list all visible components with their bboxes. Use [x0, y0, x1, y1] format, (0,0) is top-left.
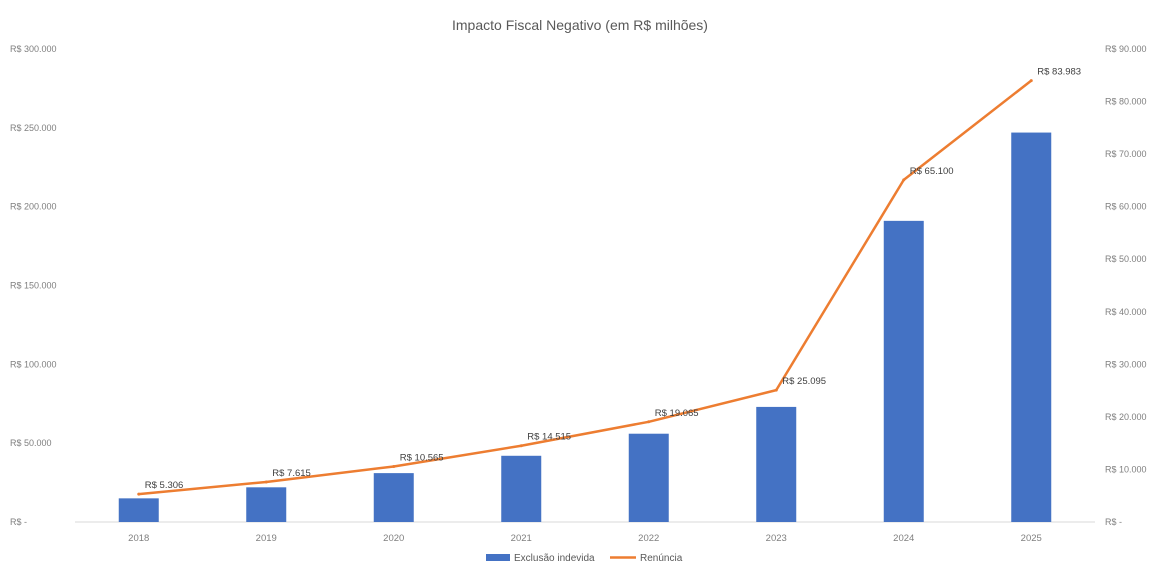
x-tick-label: 2019 — [256, 533, 277, 544]
left-axis-tick-label: R$ 150.000 — [10, 281, 57, 291]
right-axis-tick-label: R$ 60.000 — [1105, 202, 1147, 212]
legend-label: Renúncia — [640, 553, 683, 564]
right-axis-tick-label: R$ 20.000 — [1105, 412, 1147, 422]
x-tick-label: 2020 — [383, 533, 404, 544]
legend-label: Exclusão indevida — [514, 553, 595, 564]
line-point-2024 — [902, 178, 906, 182]
line-point-2022 — [647, 420, 651, 424]
right-axis-tick-label: R$ 80.000 — [1105, 97, 1147, 107]
line-point-2018 — [137, 492, 141, 496]
bar-2020 — [373, 473, 414, 522]
bar-2022 — [628, 433, 669, 522]
line-point-2025 — [1029, 79, 1033, 83]
line-point-2023 — [774, 388, 778, 392]
left-axis-tick-label: R$ 100.000 — [10, 359, 57, 369]
legend: Exclusão indevida Renúncia — [486, 553, 683, 564]
line-series: R$ 5.306 R$ 7.615 R$ 10.565 R$ 14.515 R$ 19.… — [137, 67, 1081, 496]
data-label: R$ 14.515 — [527, 432, 571, 443]
left-axis-tick-label: R$ 250.000 — [10, 123, 57, 133]
bar-2025 — [1011, 132, 1052, 522]
data-label: R$ 83.983 — [1037, 67, 1081, 78]
bar-2021 — [501, 455, 542, 522]
right-axis-tick-label: R$ 30.000 — [1105, 359, 1147, 369]
right-axis-tick-label: R$ 70.000 — [1105, 149, 1147, 159]
data-label: R$ 25.095 — [782, 376, 826, 387]
bar-2018 — [118, 498, 159, 522]
bar-2019 — [246, 487, 287, 522]
data-label: R$ 5.306 — [145, 480, 184, 491]
right-axis-tick-label: R$ 10.000 — [1105, 464, 1147, 474]
x-tick-label: 2024 — [893, 533, 914, 544]
right-axis-tick-label: R$ 40.000 — [1105, 307, 1147, 317]
data-label: R$ 65.100 — [910, 166, 954, 177]
data-label: R$ 19.065 — [655, 408, 699, 419]
data-label: R$ 7.615 — [272, 468, 311, 479]
line-renuncia — [138, 79, 1033, 496]
line-point-2019 — [264, 480, 268, 484]
left-axis-tick-label: R$ 300.000 — [10, 44, 57, 54]
right-axis-tick-label: R$ 90.000 — [1105, 44, 1147, 54]
right-axis-tick-label: R$ - — [1105, 517, 1122, 527]
x-tick-label: 2018 — [128, 533, 149, 544]
bar-2023 — [756, 406, 797, 522]
bar-series — [118, 132, 1052, 522]
x-axis: 2018 2019 2020 2021 2022 2023 2024 2025 — [128, 533, 1042, 544]
right-axis: R$ - R$ 10.000 R$ 20.000 R$ 30.000 R$ 40.000… — [1105, 44, 1147, 527]
left-axis: R$ - R$ 50.000 R$ 100.000 R$ 150.000 R$ 200.… — [10, 44, 57, 527]
x-tick-label: 2025 — [1021, 533, 1042, 544]
left-axis-tick-label: R$ 50.000 — [10, 438, 52, 448]
line-point-2020 — [392, 464, 396, 468]
chart-title: Impacto Fiscal Negativo (em R$ milhões) — [452, 17, 708, 33]
x-tick-label: 2021 — [511, 533, 532, 544]
data-label: R$ 10.565 — [400, 452, 444, 463]
right-axis-tick-label: R$ 50.000 — [1105, 254, 1147, 264]
left-axis-tick-label: R$ 200.000 — [10, 202, 57, 212]
x-tick-label: 2023 — [766, 533, 787, 544]
x-tick-label: 2022 — [638, 533, 659, 544]
line-point-2021 — [519, 444, 523, 448]
bar-2024 — [883, 220, 924, 522]
legend-swatch-bar — [486, 554, 510, 561]
left-axis-tick-label: R$ - — [10, 517, 27, 527]
